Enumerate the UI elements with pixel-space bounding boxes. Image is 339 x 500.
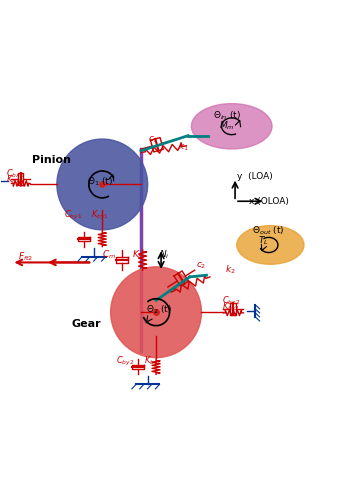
- Text: $C_{by2}$: $C_{by2}$: [116, 355, 134, 368]
- Text: $k_2$: $k_2$: [225, 264, 236, 276]
- Text: $K_m$: $K_m$: [132, 248, 145, 261]
- Text: $K_{bx2}$: $K_{bx2}$: [222, 301, 240, 314]
- Circle shape: [111, 267, 201, 358]
- Text: $c_1$: $c_1$: [148, 134, 158, 145]
- Text: $C_m$: $C_m$: [102, 248, 116, 261]
- Text: $K_{by2}$: $K_{by2}$: [144, 355, 162, 368]
- Ellipse shape: [191, 104, 272, 149]
- Text: $\Theta_1$ (t): $\Theta_1$ (t): [87, 176, 113, 188]
- Text: $T_L$: $T_L$: [258, 234, 268, 247]
- Ellipse shape: [237, 226, 304, 264]
- Text: x (OLOA): x (OLOA): [248, 196, 288, 205]
- Text: $\Theta_{in}$ (t): $\Theta_{in}$ (t): [213, 110, 241, 122]
- Circle shape: [57, 139, 148, 230]
- Text: $\Theta_2$ (t): $\Theta_2$ (t): [146, 304, 172, 316]
- Text: $K_{by1}$: $K_{by1}$: [92, 208, 109, 222]
- Text: $\Theta_{out}$ (t): $\Theta_{out}$ (t): [252, 225, 284, 237]
- Text: $c_2$: $c_2$: [196, 260, 206, 271]
- Text: $M_m$: $M_m$: [219, 120, 235, 132]
- Text: $F_{ft2}$: $F_{ft2}$: [18, 250, 34, 263]
- Text: Gear: Gear: [72, 318, 102, 328]
- Text: $C_{bx2}$: $C_{bx2}$: [222, 295, 240, 308]
- Text: $C_{bx1}$: $C_{bx1}$: [6, 168, 25, 180]
- Text: $N_i$: $N_i$: [159, 248, 169, 261]
- Text: Pinion: Pinion: [32, 154, 71, 164]
- Text: y  (LOA): y (LOA): [237, 172, 273, 180]
- Text: $C_{by1}$: $C_{by1}$: [64, 208, 82, 222]
- Text: $k_1$: $k_1$: [178, 140, 188, 152]
- Text: $K_{bx1}$: $K_{bx1}$: [6, 174, 24, 186]
